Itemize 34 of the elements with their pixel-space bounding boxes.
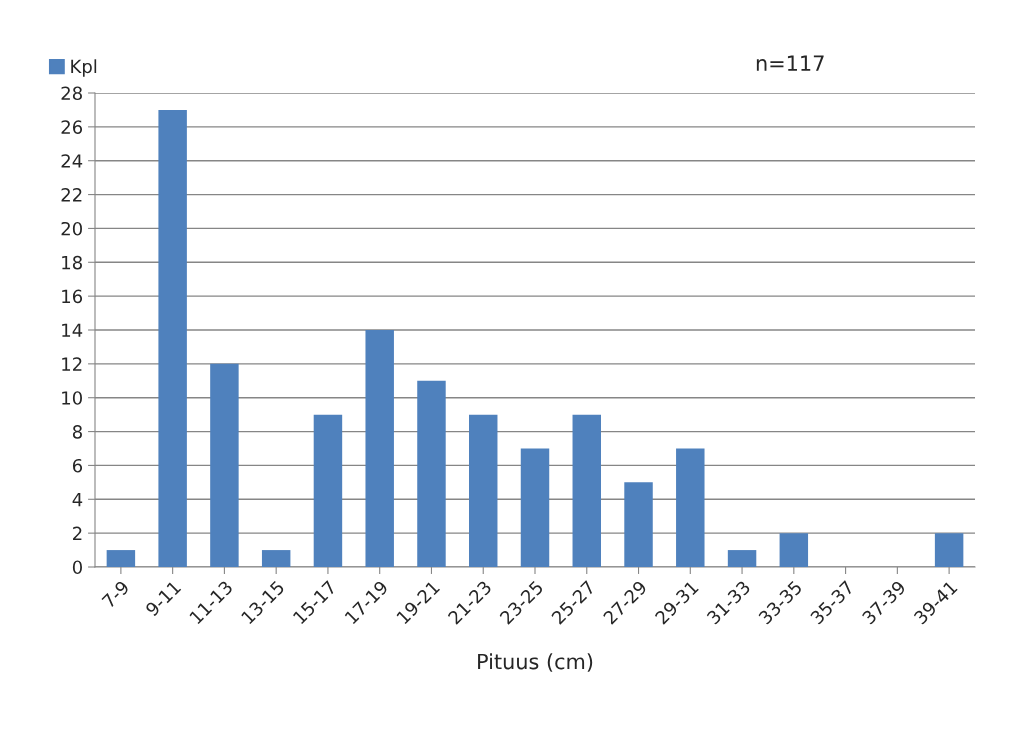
bar — [417, 380, 446, 567]
bar — [106, 550, 136, 567]
y-tick-label: 22 — [61, 188, 82, 202]
bar — [624, 482, 653, 567]
y-tick-label: 8 — [72, 425, 82, 439]
bar — [158, 109, 187, 567]
y-tick-label: 0 — [72, 560, 82, 575]
bar — [210, 363, 239, 567]
y-tick-label: 6 — [72, 458, 83, 473]
y-tick-label: 20 — [61, 221, 82, 236]
y-tick-label: 18 — [62, 255, 82, 270]
bar — [676, 448, 705, 567]
text: n=117 — [756, 55, 824, 71]
bar — [365, 330, 394, 567]
x-tick-label: 7-9 — [101, 579, 130, 609]
y-tick-label: 2 — [73, 526, 82, 540]
bar — [313, 414, 343, 567]
x-axis-title: Pituus (cm) — [478, 653, 593, 672]
y-tick-label: 14 — [62, 323, 83, 337]
y-tick-label: 26 — [61, 120, 83, 134]
bar — [469, 414, 498, 567]
bar — [261, 550, 291, 567]
bar — [572, 414, 601, 567]
bar — [520, 448, 550, 567]
bar — [779, 533, 809, 567]
y-tick-label: 12 — [62, 357, 82, 371]
y-tick-label: 4 — [72, 492, 83, 507]
bar — [727, 550, 757, 567]
y-tick-label: 16 — [62, 289, 83, 304]
y-tick-label: 10 — [62, 391, 82, 405]
y-tick-label: 28 — [61, 86, 82, 101]
y-tick-label: 24 — [61, 154, 83, 168]
legend-label: Kpl — [71, 59, 97, 77]
bar — [934, 533, 964, 567]
